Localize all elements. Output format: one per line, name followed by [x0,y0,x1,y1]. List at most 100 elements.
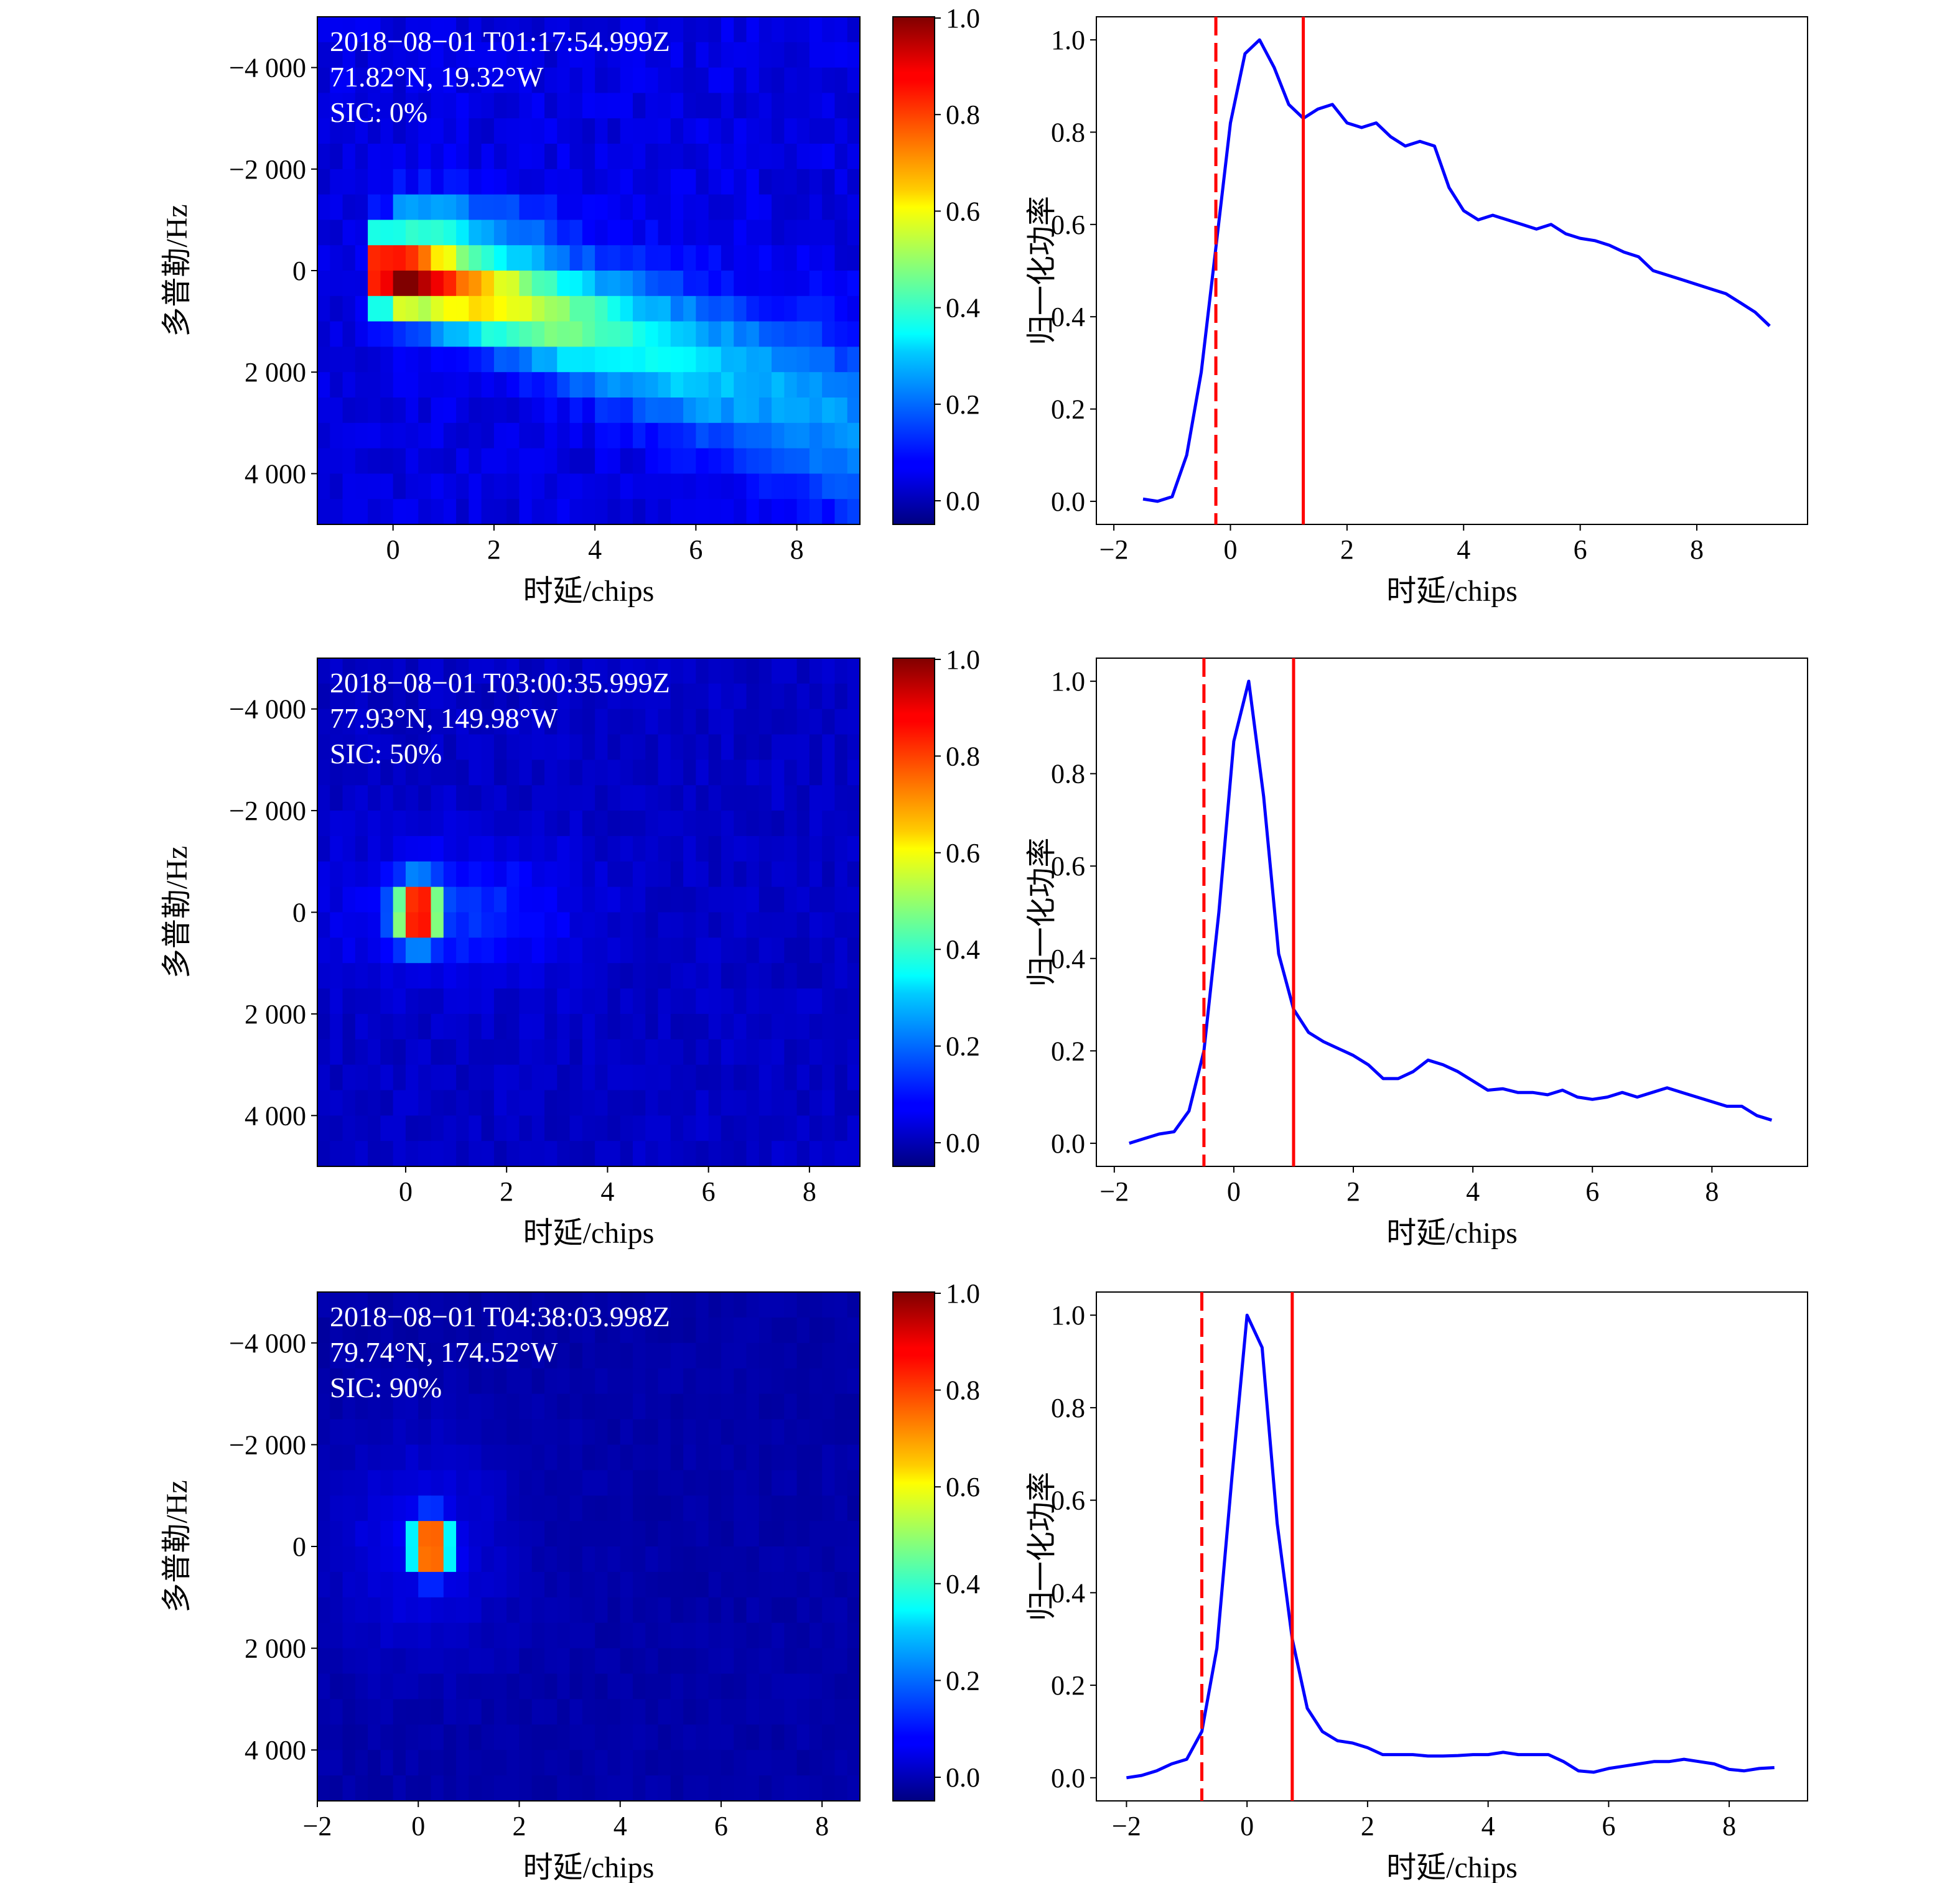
heatmap-cell [772,144,785,170]
heatmap-cell [758,1115,772,1141]
heatmap-cell [405,988,419,1015]
heatmap-cell [658,1470,671,1496]
heatmap-cell [746,963,760,989]
heatmap-cell [469,709,482,735]
heatmap-cell [758,118,772,144]
heatmap-cell [544,811,558,837]
heatmap-cell [772,1495,785,1522]
heatmap-cell [696,93,709,119]
colorbar [892,658,935,1167]
heatmap-cell [607,683,621,710]
heatmap-cell [696,372,709,398]
heatmap-cell [330,988,343,1015]
heatmap-cell [493,734,507,760]
heatmap-cell [822,1444,836,1471]
heatmap-cell [582,295,595,322]
heatmap-cell [469,93,482,119]
heatmap-cell [658,835,671,862]
heatmap-cell [405,1699,419,1725]
heatmap-cell [658,785,671,811]
heatmap-cell [645,346,659,373]
heatmap-cell [469,1317,482,1344]
heatmap-cell [342,709,356,735]
heatmap-cell [708,1368,722,1395]
heatmap-cell [784,963,798,989]
heatmap-cell [469,220,482,246]
heatmap-cell [784,1444,798,1471]
heatmap-cell [708,683,722,710]
heatmap-cell [456,709,469,735]
heatmap-cell [620,1597,633,1624]
heatmap-cell [784,169,798,195]
x-tick-label: 8 [815,1811,829,1841]
heatmap-cell [355,144,368,170]
heatmap-cell [809,1470,823,1496]
heatmap-cell [330,683,343,710]
heatmap-cell [469,1292,482,1318]
heatmap-cell [342,1368,356,1395]
heatmap-cell [796,709,810,735]
heatmap-cell [368,1444,381,1471]
heatmap-cell [796,811,810,837]
heatmap-cell [469,1521,482,1547]
heatmap-cell [696,785,709,811]
heatmap-cell [772,937,785,964]
heatmap-cell [796,448,810,474]
heatmap-cell [380,1064,394,1091]
heatmap-cell [746,1775,760,1802]
heatmap-cell [368,1013,381,1040]
heatmap-cell [544,17,558,43]
heatmap-cell [847,1393,861,1420]
heatmap-cell [330,422,343,449]
heatmap-cell [330,1470,343,1496]
heatmap-cell [772,42,785,68]
heatmap-cell [607,1317,621,1344]
heatmap-cell [582,1750,595,1776]
heatmap-cell [822,422,836,449]
heatmap-cell [784,835,798,862]
heatmap-cell [443,709,457,735]
heatmap-cell [456,169,469,195]
heatmap-cell [670,1775,684,1802]
heatmap-cell [380,271,394,297]
heatmap-cell [481,1444,495,1471]
heatmap-cell [393,144,406,170]
heatmap-cell [380,1775,394,1802]
heatmap-cell [734,1292,747,1318]
heatmap-cell [847,169,861,195]
heatmap-cell [493,912,507,938]
heatmap-cell [544,1444,558,1471]
heatmap-cell [317,1115,330,1141]
colorbar-tick-label: 1.0 [946,3,980,34]
heatmap-cell [481,811,495,837]
heatmap-cell [796,144,810,170]
heatmap-cell [658,1495,671,1522]
heatmap-cell [582,683,595,710]
heatmap-cell [330,734,343,760]
heatmap-cell [645,734,659,760]
heatmap-cell [595,785,609,811]
heatmap-cell [342,734,356,760]
heatmap-cell [632,734,646,760]
heatmap-cell [418,1775,432,1802]
heatmap-cell [481,734,495,760]
heatmap-cell [734,448,747,474]
heatmap-cell [342,372,356,398]
heatmap-cell [683,1495,696,1522]
heatmap-cell [418,683,432,710]
heatmap-cell [607,1444,621,1471]
heatmap-cell [469,734,482,760]
heatmap-cell [330,295,343,322]
heatmap-cell [393,499,406,525]
heatmap-cell [620,1444,633,1471]
heatmap-cell [582,1090,595,1116]
heatmap-cell [721,220,734,246]
heatmap-cell [431,473,444,500]
heatmap-cell [405,1470,419,1496]
heatmap-cell [721,1724,734,1750]
heatmap-cell [809,144,823,170]
heatmap-cell [746,1571,760,1598]
heatmap-cell [708,1521,722,1547]
heatmap-cell [557,1115,571,1141]
heatmap-cell [469,194,482,220]
